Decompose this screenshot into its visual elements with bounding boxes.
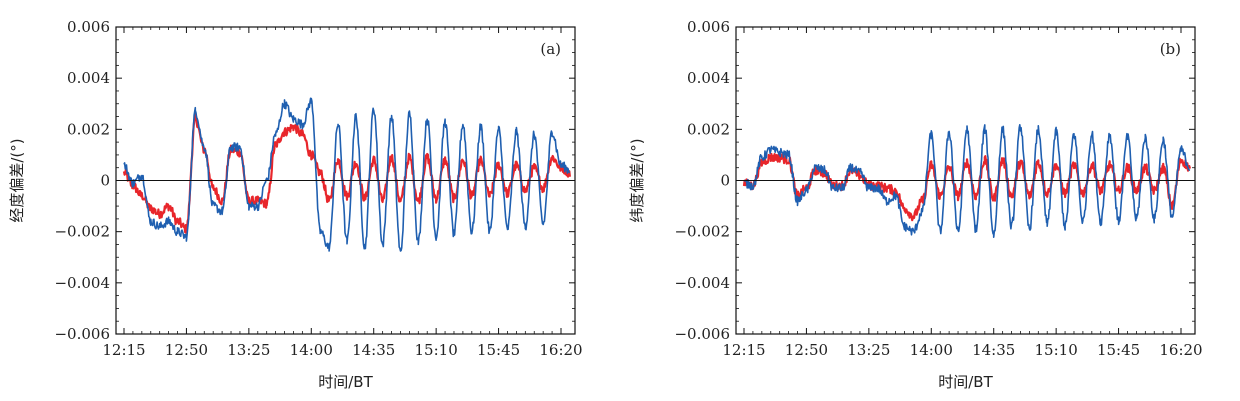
x-tick-label: 14:00 [290, 341, 333, 359]
x-tick-label: 14:35 [352, 341, 395, 359]
x-tick-label: 12:50 [165, 341, 208, 359]
x-axis-title: 时间/BT [938, 373, 993, 391]
x-tick-label: 12:15 [102, 341, 145, 359]
series-line-blue [743, 124, 1191, 238]
x-tick-label: 12:15 [722, 341, 765, 359]
y-tick-label: −0.004 [674, 274, 730, 292]
y-tick-label: −0.006 [674, 325, 730, 343]
y-tick-label: −0.002 [54, 223, 110, 241]
y-tick-label: 0.004 [67, 69, 110, 87]
y-tick-label: 0.006 [67, 18, 110, 36]
y-tick-label: −0.004 [54, 274, 110, 292]
y-axis-title: 经度偏差/(°) [8, 138, 26, 222]
series-line-blue [123, 97, 571, 252]
panel-label: (b) [1160, 40, 1181, 58]
x-tick-label: 15:45 [1097, 341, 1140, 359]
x-tick-label: 14:00 [910, 341, 953, 359]
x-tick-label: 13:25 [847, 341, 890, 359]
x-tick-label: 15:45 [477, 341, 520, 359]
y-tick-label: −0.002 [674, 223, 730, 241]
y-tick-label: 0.004 [687, 69, 730, 87]
chart-panel-a: 0.006 0.004 0.002 0 −0.002 −0.004 −0.006 12:15 1… [8, 18, 583, 391]
y-tick-label: 0 [720, 172, 730, 190]
x-tick-label: 16:20 [539, 341, 582, 359]
y-axis-title: 纬度偏差/(°) [628, 138, 646, 222]
chart-panel-b: 0.006 0.004 0.002 0 −0.002 −0.004 −0.006 12:15 1… [620, 0, 1240, 401]
x-tick-label: 12:50 [785, 341, 828, 359]
x-tick-label: 15:10 [415, 341, 458, 359]
y-tick-label: 0.006 [687, 18, 730, 36]
y-tick-label: 0.002 [687, 120, 730, 138]
x-tick-label: 15:10 [1035, 341, 1078, 359]
x-tick-label: 14:35 [972, 341, 1015, 359]
x-axis-title: 时间/BT [318, 373, 373, 391]
y-tick-label: 0 [100, 172, 110, 190]
x-tick-label: 13:25 [227, 341, 270, 359]
x-tick-label: 16:20 [1159, 341, 1202, 359]
panel-label: (a) [540, 40, 561, 58]
y-tick-label: −0.006 [54, 325, 110, 343]
y-tick-label: 0.002 [67, 120, 110, 138]
